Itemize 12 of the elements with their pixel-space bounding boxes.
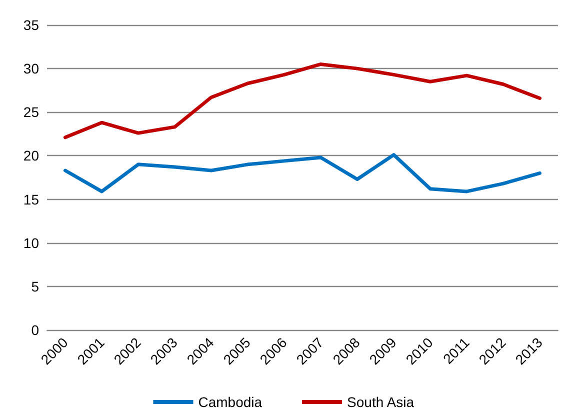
line-series <box>64 62 542 140</box>
y-tick-label: 15 <box>23 191 40 208</box>
y-tick-label: 35 <box>23 17 40 33</box>
y-tick-label: 30 <box>23 60 40 77</box>
line-series <box>64 153 542 194</box>
legend-label: Cambodia <box>198 394 262 410</box>
y-tick-label: 25 <box>23 104 40 120</box>
y-tick-label: 0 <box>31 322 40 338</box>
y-tick-label: 20 <box>23 148 40 164</box>
legend-label: South Asia <box>347 394 414 410</box>
y-tick-label: 10 <box>23 234 40 251</box>
y-tick-label: 5 <box>31 278 40 294</box>
